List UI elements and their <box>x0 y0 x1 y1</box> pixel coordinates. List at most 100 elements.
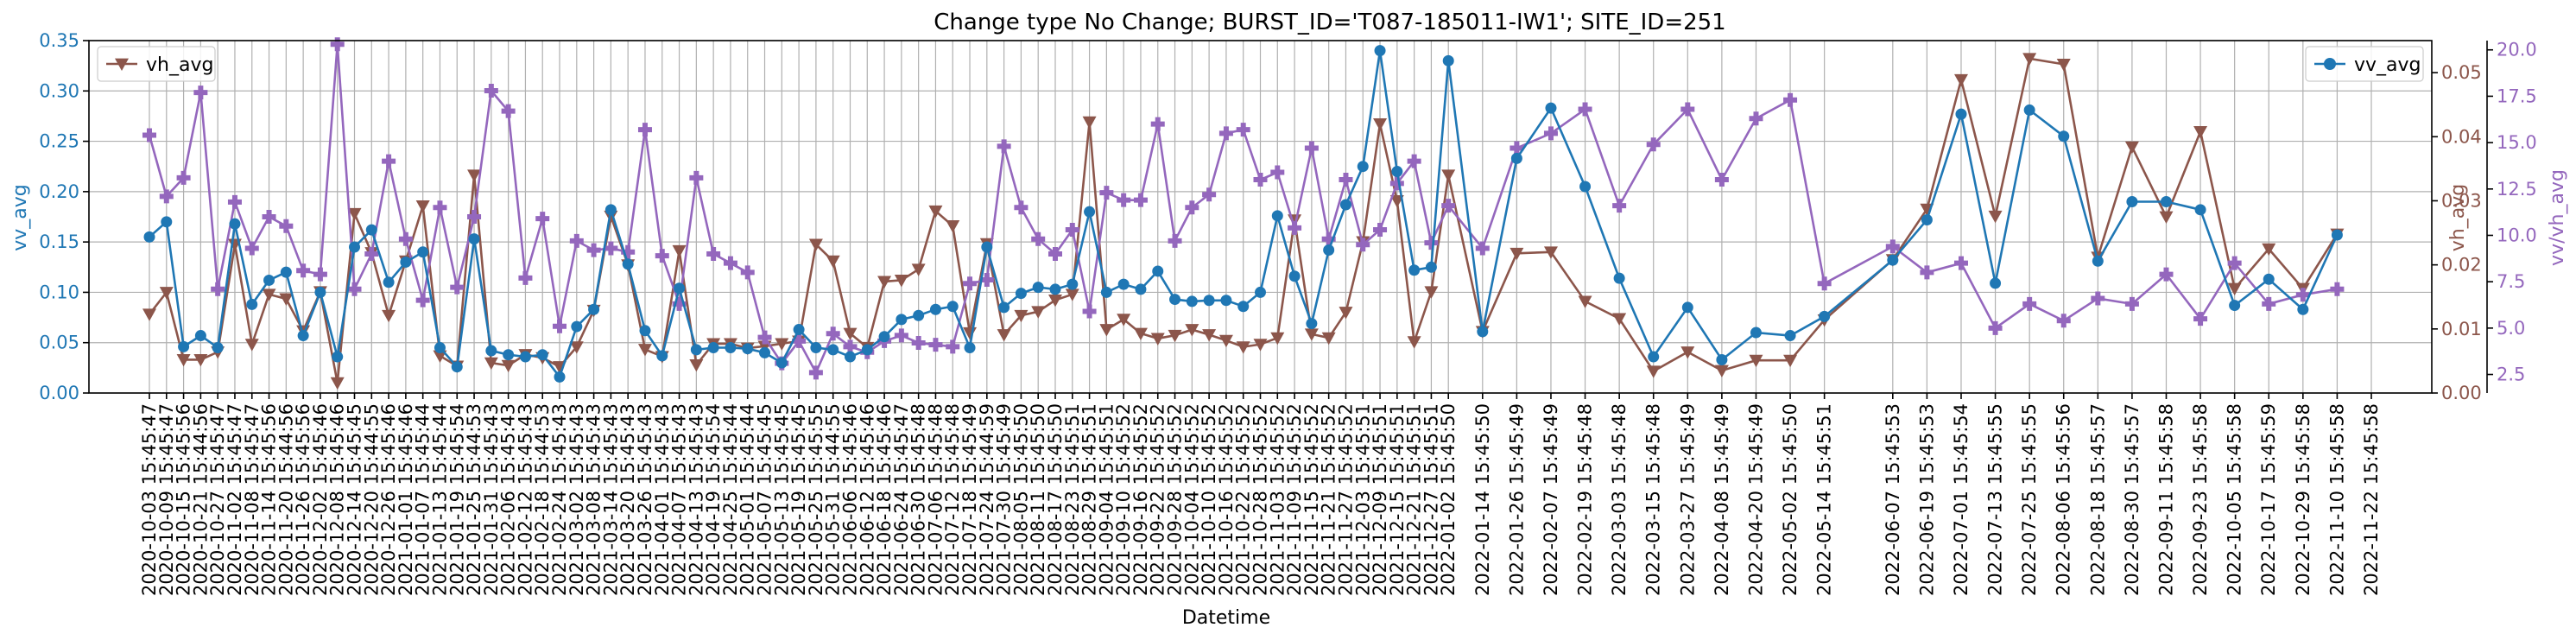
data-point <box>656 350 668 362</box>
data-point <box>2160 196 2172 208</box>
data-point <box>1304 141 1319 155</box>
data-point <box>415 200 430 213</box>
series-line <box>148 44 2338 376</box>
data-point <box>674 282 686 295</box>
x-tick-label: 2022-06-19 15:45:53 <box>1916 403 1937 596</box>
data-point <box>1185 324 1199 337</box>
data-point <box>193 354 208 367</box>
data-point <box>1015 288 1027 300</box>
data-point <box>1202 187 1217 202</box>
data-point <box>1442 54 1454 67</box>
data-point <box>689 170 704 185</box>
x-tick-label: 2021-11-09 15:45:52 <box>1284 403 1305 596</box>
left-tick-label: 0.35 <box>39 30 79 51</box>
series-line <box>149 50 2339 380</box>
data-point <box>2056 314 2071 328</box>
data-point <box>1133 193 1148 207</box>
data-point <box>946 219 960 233</box>
grid <box>89 40 2432 394</box>
data-point <box>1783 354 1798 368</box>
data-point <box>2058 130 2070 143</box>
data-point <box>1270 332 1285 346</box>
x-tick-label: 2021-12-27 15:45:51 <box>1421 403 1441 596</box>
data-point <box>1475 241 1490 256</box>
data-point <box>1288 220 1302 235</box>
data-point <box>981 241 993 253</box>
data-point <box>501 104 516 118</box>
data-point <box>808 365 823 380</box>
x-tick-label: 2021-06-30 15:45:48 <box>908 403 929 596</box>
data-point <box>1543 126 1558 141</box>
data-point <box>998 301 1010 314</box>
data-point <box>1407 154 1421 168</box>
data-point <box>1988 210 2003 224</box>
x-tick-label: 2021-05-19 15:45:45 <box>788 403 809 596</box>
data-point <box>571 320 583 333</box>
legend-box <box>97 46 216 82</box>
x-tick-label: 2021-08-05 15:45:50 <box>1010 403 1031 596</box>
x-tick-label: 2022-06-07 15:45:53 <box>1883 403 1903 596</box>
data-point <box>2331 229 2343 241</box>
data-point <box>1373 118 1388 131</box>
data-point <box>1169 294 1181 306</box>
data-point <box>2124 296 2139 311</box>
x-tick-label: 2021-11-21 15:45:52 <box>1319 403 1339 596</box>
left-tick-label: 0.30 <box>39 80 79 101</box>
data-point <box>349 241 361 253</box>
x-tick-label: 2021-09-28 15:45:52 <box>1165 403 1186 596</box>
data-point <box>2124 141 2139 155</box>
data-point <box>330 37 345 52</box>
data-point <box>1441 169 1456 182</box>
data-point <box>1133 327 1148 341</box>
x-tick-label: 2021-01-07 15:45:44 <box>413 403 434 596</box>
data-point <box>2229 300 2241 312</box>
data-point <box>246 298 258 310</box>
chart-title: Change type No Change; BURST_ID='T087-18… <box>934 10 1725 35</box>
x-tick-label: 2022-03-27 15:45:49 <box>1677 403 1698 596</box>
x-tick-label: 2022-02-19 15:45:48 <box>1575 403 1596 596</box>
x-tick-label: 2022-08-18 15:45:57 <box>2087 403 2108 596</box>
legend-label: vv_avg <box>2354 54 2421 76</box>
data-point <box>1203 295 1215 307</box>
legend-marker <box>115 58 129 71</box>
data-point <box>332 351 344 363</box>
x-tick-label: 2021-01-25 15:44:53 <box>464 403 484 596</box>
right-2-tick-label: 17.5 <box>2497 86 2537 106</box>
data-point <box>2022 296 2037 311</box>
x-tick-label: 2021-02-24 15:45:43 <box>549 403 570 596</box>
data-point <box>826 255 840 269</box>
x-tick-label: 2022-10-05 15:45:58 <box>2225 403 2245 596</box>
data-point <box>263 274 275 286</box>
data-point <box>826 327 840 341</box>
data-point <box>433 200 447 215</box>
data-point <box>1236 123 1250 137</box>
data-point <box>964 342 976 354</box>
data-point <box>1389 195 1404 208</box>
left-tick-label: 0.20 <box>39 181 79 202</box>
x-tick-label: 2021-04-19 15:45:54 <box>703 403 724 596</box>
data-point <box>1031 231 1046 246</box>
data-point <box>742 343 754 355</box>
data-point <box>365 224 377 236</box>
x-tick-label: 2022-11-22 15:45:58 <box>2361 403 2382 596</box>
data-point <box>535 212 550 226</box>
right-axis-1-label: vh_avg <box>2447 184 2469 251</box>
x-tick-label: 2022-05-02 15:45:50 <box>1780 403 1801 596</box>
data-point <box>1135 283 1147 295</box>
right-1-tick-label: 0.01 <box>2441 319 2482 339</box>
data-point <box>1407 336 1421 349</box>
data-point <box>1714 365 1729 378</box>
x-tick-label: 2021-03-02 15:45:43 <box>566 403 587 596</box>
data-point <box>928 205 943 219</box>
x-tick-label: 2022-09-23 15:45:58 <box>2190 403 2211 596</box>
x-tick-label: 2021-11-27 15:45:52 <box>1336 403 1357 596</box>
data-point <box>1117 278 1130 290</box>
data-point <box>621 244 636 259</box>
data-point <box>929 303 941 315</box>
data-point <box>1100 286 1112 298</box>
legend-marker <box>2324 58 2336 70</box>
data-point <box>159 287 174 300</box>
legend-vh: vh_avg <box>97 46 216 82</box>
data-point <box>1099 324 1114 337</box>
